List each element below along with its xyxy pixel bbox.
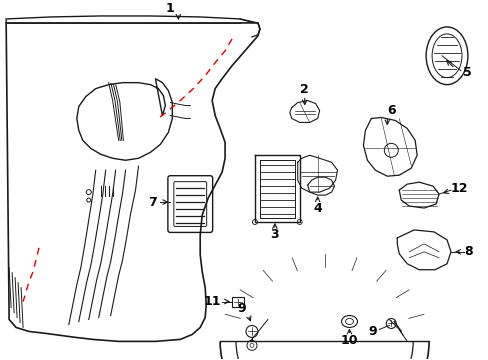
Text: 5: 5 [462,66,470,79]
Text: 9: 9 [237,302,246,315]
Text: 7: 7 [148,195,157,208]
Text: 10: 10 [340,334,358,347]
Polygon shape [6,23,260,341]
Text: 9: 9 [367,325,376,338]
Text: 8: 8 [464,245,472,258]
Text: 12: 12 [449,182,467,195]
Text: 1: 1 [165,3,174,15]
Text: 6: 6 [386,104,395,117]
Polygon shape [6,16,260,36]
Text: 3: 3 [270,228,279,242]
Text: 11: 11 [203,295,221,308]
Polygon shape [77,78,172,160]
Text: 4: 4 [313,202,322,215]
Text: 2: 2 [300,83,308,96]
